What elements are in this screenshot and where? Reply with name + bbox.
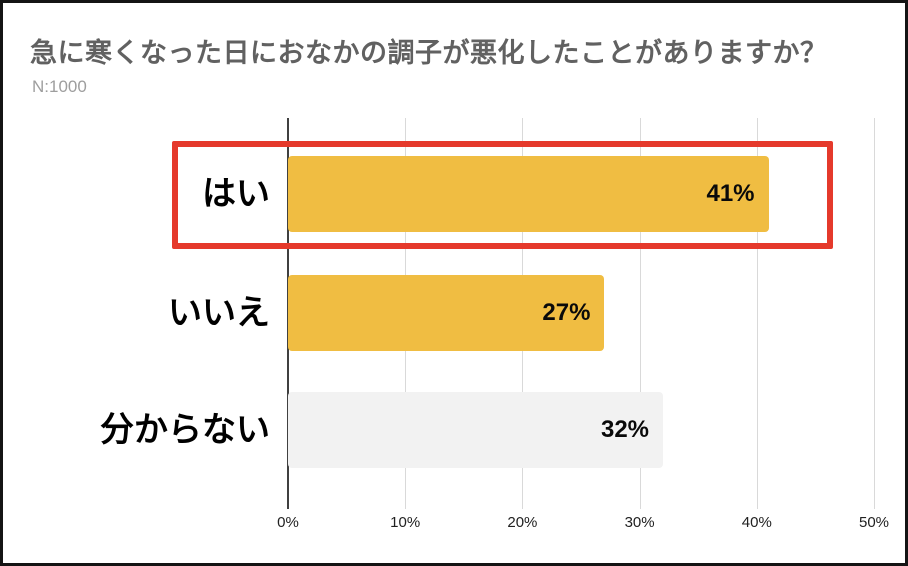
x-axis: 0% 10% 20% 30% 40% 50% [277,514,889,536]
category-label-dont-know: 分からない [100,411,270,449]
x-tick-10pct: 10% [390,514,421,531]
highlight-box [172,141,833,249]
x-tick-30pct: 30% [624,514,655,531]
x-tick-50pct: 50% [858,514,890,531]
value-label-dont-know: 32% [600,416,650,443]
gridline-40pct [756,118,758,509]
plot-area: 41% 27% 32% [287,118,875,509]
bar-no: 27% [288,275,605,351]
bar-yes: 41% [288,156,769,232]
x-tick-20pct: 20% [507,514,538,531]
gridline-50pct [874,118,875,509]
sample-size-label: N:1000 [32,77,87,96]
category-label-no: いいえ [168,294,270,332]
value-label-yes: 41% [706,180,755,207]
chart-title: 急に寒くなった日におなかの調子が悪化したことがありますか？ [30,38,828,68]
x-tick-0pct: 0% [277,514,299,531]
bar-dont-know: 32% [288,392,664,468]
category-label-yes: はい [202,175,270,213]
value-label-no: 27% [542,299,591,326]
gridline-30pct [639,118,641,509]
x-tick-40pct: 40% [741,514,772,531]
